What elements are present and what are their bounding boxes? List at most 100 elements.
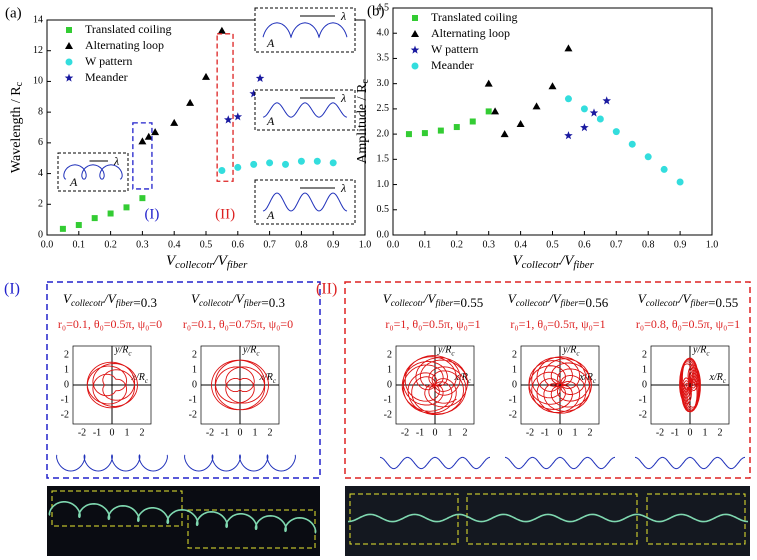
ratio-label: Vcollecotr/Vfiber <box>166 253 248 271</box>
photo <box>345 486 750 556</box>
legend-label: Translated coiling <box>85 22 172 36</box>
mini-tick-label: 1 <box>573 427 578 438</box>
photo <box>47 486 320 556</box>
mini-tick-label: -2 <box>384 409 392 420</box>
marker-circle <box>596 115 604 123</box>
inset-label: λ <box>340 91 346 105</box>
x-tick-label: 0.6 <box>232 239 245 250</box>
y-tick-label: 3.5 <box>377 53 390 64</box>
y-tick-label: 4 <box>38 168 43 179</box>
mini-tick-label: 1 <box>448 427 453 438</box>
mini-tick-label: 1 <box>512 364 517 375</box>
marker-triangle <box>186 98 195 106</box>
mini-sub: c <box>128 349 132 357</box>
mini-tick-label: -2 <box>78 427 86 438</box>
mini-label: y/R <box>114 345 128 356</box>
ratio-value: =0.55 <box>453 295 483 310</box>
params: r₀=0.8, θ₀=0.5π, ψ₀=1 <box>636 317 740 331</box>
mini-sub: c <box>576 349 580 357</box>
inset-box <box>254 179 356 225</box>
inset-box <box>254 7 356 53</box>
mini-tick-label: 2 <box>512 349 517 360</box>
group-label: (II) <box>316 281 337 298</box>
mini-sub: c <box>256 349 260 357</box>
subscript: collecotr <box>391 299 425 309</box>
ratio-value: =0.3 <box>261 295 285 310</box>
symbol: V <box>383 291 393 306</box>
marker-circle <box>266 159 274 167</box>
x-tick-label: 0.5 <box>546 239 559 250</box>
inset-label: λ <box>340 181 346 195</box>
mini-label: y/R <box>692 345 706 356</box>
y-tick-label: 0 <box>38 229 43 240</box>
y-tick-label: 4.5 <box>377 2 390 13</box>
marker-square <box>66 27 72 33</box>
mini-tick-label: 1 <box>387 364 392 375</box>
marker-star <box>580 123 589 132</box>
mini-sub: c <box>468 377 472 385</box>
marker-square <box>469 118 476 125</box>
marker-triangle <box>532 102 541 110</box>
symbol: /V <box>678 291 693 306</box>
marker-circle <box>660 165 668 173</box>
marker-circle <box>628 140 636 148</box>
marker-square <box>91 215 98 222</box>
ratio-label: Vcollecotr/Vfiber=0.55 <box>638 291 738 310</box>
legend-label: W pattern <box>431 42 478 56</box>
trajectory <box>86 361 138 409</box>
panel-label: (a) <box>5 5 22 21</box>
fiber-sample <box>184 454 296 472</box>
x-tick-label: 0.5 <box>200 239 213 250</box>
marker-square <box>139 195 146 202</box>
marker-triangle <box>491 107 500 115</box>
x-tick-label: 0.4 <box>168 239 181 250</box>
params: r₀=1, θ₀=0.5π, ψ₀=1 <box>510 317 605 331</box>
fiber-sample <box>56 454 168 472</box>
subscript: collecotr <box>175 259 214 271</box>
photo-frame <box>646 493 746 545</box>
mini-tick-label: 2 <box>268 427 273 438</box>
mini-label: y/R <box>437 345 451 356</box>
legend-label: Meander <box>431 58 474 72</box>
symbol: V <box>508 291 518 306</box>
marker-star <box>224 115 233 124</box>
marker-circle <box>580 105 588 113</box>
trajectory <box>211 359 269 411</box>
marker-triangle <box>217 26 226 34</box>
mini-axis-label: x/Rc <box>131 372 149 384</box>
highlight-box <box>216 33 234 182</box>
ratio-label: Vcollecotr/Vfiber=0.3 <box>63 291 157 310</box>
ratio-label: Vcollecotr/Vfiber=0.3 <box>191 291 285 310</box>
marker-square <box>405 131 412 138</box>
highlight-box <box>132 122 153 190</box>
mini-tick-label: 0 <box>110 427 115 438</box>
x-tick-label: 0.8 <box>295 239 308 250</box>
symbol: /V <box>103 291 118 306</box>
marker-circle <box>297 157 305 165</box>
mini-tick-label: -2 <box>189 409 197 420</box>
marker-circle <box>250 160 258 168</box>
inset-wave <box>63 164 123 180</box>
marker-triangle <box>564 44 573 52</box>
mini-tick-label: 1 <box>703 427 708 438</box>
x-tick-label: 1.0 <box>706 239 719 250</box>
subscript: fiber <box>227 259 248 271</box>
x-tick-label: 0.6 <box>578 239 591 250</box>
marker-triangle <box>138 137 147 145</box>
mini-sub: c <box>723 377 727 385</box>
subscript: fiber <box>560 298 578 309</box>
mini-tick-label: -1 <box>189 394 197 405</box>
y-label-text: Amplitude / R <box>355 83 370 164</box>
trajectory <box>401 355 469 416</box>
mini-tick-label: 2 <box>192 349 197 360</box>
mini-label: y/R <box>562 345 576 356</box>
x-tick-label: 0.4 <box>514 239 527 250</box>
params: r₀=0.1, θ₀=0.75π, ψ₀=0 <box>183 317 293 331</box>
marker-square <box>59 225 66 232</box>
legend-label: Alternating loop <box>85 38 164 52</box>
mini-tick-label: -1 <box>221 427 229 438</box>
photo-frame <box>466 493 638 545</box>
marker-triangle <box>500 130 509 138</box>
photo-fiber <box>48 501 317 534</box>
